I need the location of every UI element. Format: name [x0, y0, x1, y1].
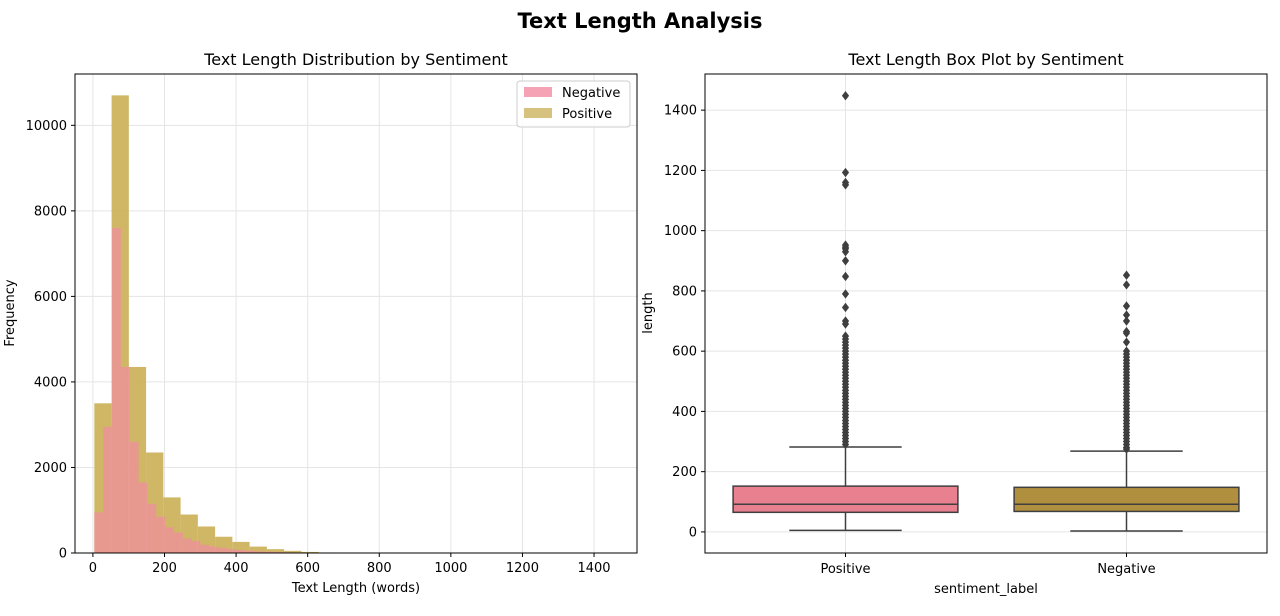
outlier-point — [1123, 328, 1130, 337]
y-tick-label: 400 — [672, 405, 697, 420]
y-tick-label: 600 — [672, 345, 697, 360]
legend-label-positive: Positive — [562, 107, 612, 122]
histogram-bar-negative — [174, 532, 183, 553]
boxplot-y-label: length — [641, 292, 656, 333]
y-tick-label: 1400 — [664, 104, 697, 119]
histogram-x-ticks: 0 200 400 600 800 1000 1200 1400 — [89, 553, 611, 576]
legend-swatch-positive — [524, 108, 552, 118]
x-tick-label: 800 — [367, 561, 392, 576]
y-tick-label: 1000 — [664, 224, 697, 239]
outlier-point — [1123, 316, 1130, 325]
histogram-title: Text Length Distribution by Sentiment — [203, 50, 508, 69]
y-tick-label: 4000 — [34, 375, 67, 390]
boxplot-x-ticks: Positive Negative — [820, 553, 1155, 577]
histogram-bar-negative — [183, 538, 192, 553]
histogram-x-label: Text Length (words) — [291, 581, 420, 596]
outlier-point — [842, 272, 849, 281]
histogram-legend: Negative Positive — [517, 81, 630, 127]
outlier-point — [1123, 271, 1130, 280]
figure-title: Text Length Analysis — [517, 9, 762, 33]
x-tick-label: 1400 — [577, 561, 610, 576]
y-tick-label: 6000 — [34, 290, 67, 305]
outlier-point — [1123, 337, 1130, 346]
boxplot-marks — [733, 91, 1239, 531]
y-tick-label: 0 — [59, 547, 67, 562]
iqr-box — [1014, 487, 1239, 511]
histogram-bar-negative — [200, 545, 209, 553]
histogram-bar-negative — [147, 504, 156, 553]
y-tick-label: 10000 — [26, 119, 67, 134]
iqr-box — [733, 486, 958, 512]
histogram-bar-negative — [130, 442, 139, 553]
x-tick-label: 200 — [152, 561, 177, 576]
x-tick-label: 0 — [89, 561, 97, 576]
boxplot-x-label: sentiment_label — [934, 582, 1038, 597]
histogram-bar-negative — [139, 482, 148, 553]
outlier-point — [842, 168, 849, 177]
boxplot-grid — [705, 74, 1267, 553]
histogram-bar-negative — [156, 517, 165, 553]
histogram-bar-negative — [227, 549, 236, 553]
histogram-y-ticks: 0 2000 4000 6000 8000 10000 — [26, 119, 75, 562]
x-tick-label: 400 — [224, 561, 249, 576]
x-tick-label: 1000 — [434, 561, 467, 576]
x-tick-label: Negative — [1097, 562, 1155, 577]
boxplot-axes-frame — [705, 74, 1267, 553]
y-tick-label: 0 — [689, 525, 697, 540]
y-tick-label: 8000 — [34, 204, 67, 219]
histogram-panel: Text Length Distribution by Sentiment 0 2… — [3, 50, 637, 596]
histogram-bars — [94, 95, 612, 553]
boxplot-panel: Text Length Box Plot by Sentiment Positi… — [641, 50, 1267, 597]
histogram-bar-negative — [218, 548, 227, 553]
outlier-point — [842, 256, 849, 265]
box-negative — [1014, 271, 1239, 531]
legend-label-negative: Negative — [562, 86, 620, 101]
outlier-point — [842, 91, 849, 100]
x-tick-label: 600 — [295, 561, 320, 576]
histogram-bar-negative — [121, 367, 130, 553]
histogram-y-label: Frequency — [3, 279, 18, 346]
histogram-bar-negative — [103, 427, 112, 553]
histogram-bar-negative — [165, 527, 174, 553]
y-tick-label: 1200 — [664, 164, 697, 179]
y-tick-label: 800 — [672, 284, 697, 299]
outlier-point — [1123, 280, 1130, 289]
boxplot-y-ticks: 0 200 400 600 800 1000 1200 1400 — [664, 104, 705, 541]
histogram-bar-negative — [209, 547, 218, 553]
histogram-bar-negative — [192, 541, 201, 553]
histogram-bar-negative — [94, 512, 103, 553]
boxplot-title: Text Length Box Plot by Sentiment — [847, 50, 1123, 69]
x-tick-label: 1200 — [506, 561, 539, 576]
y-tick-label: 2000 — [34, 461, 67, 476]
x-tick-label: Positive — [820, 562, 870, 577]
outlier-point — [1123, 301, 1130, 310]
legend-swatch-negative — [524, 87, 552, 97]
outlier-point — [842, 303, 849, 312]
y-tick-label: 200 — [672, 465, 697, 480]
histogram-bar-negative — [112, 228, 121, 553]
